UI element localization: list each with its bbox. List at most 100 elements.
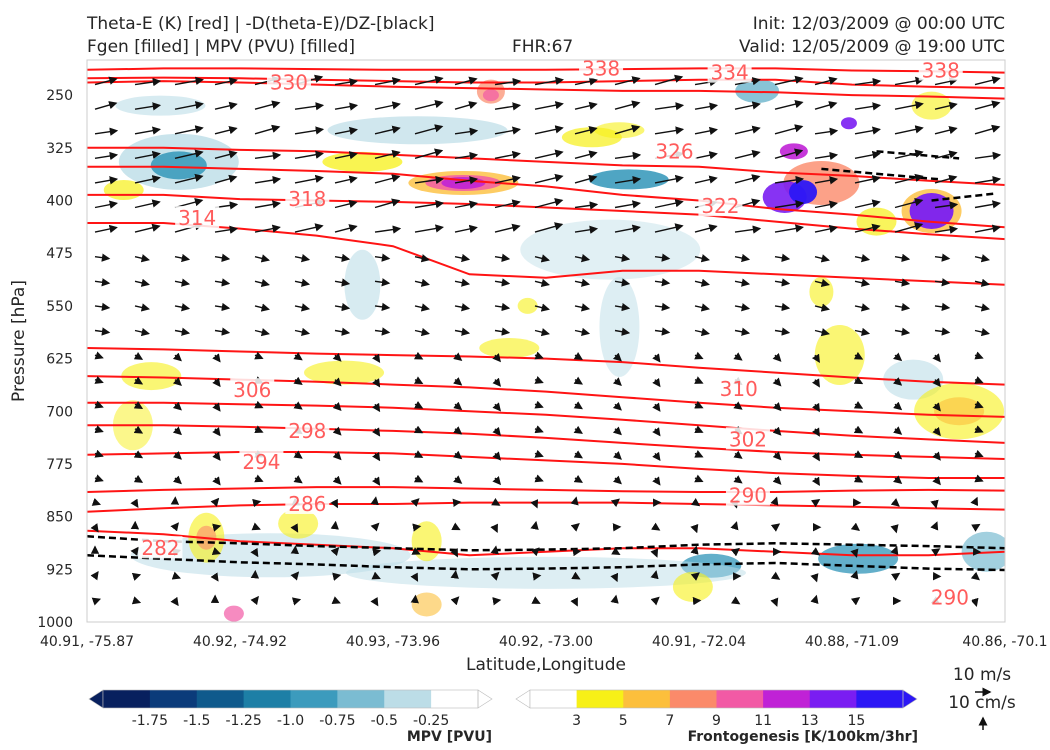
wind-vector [332, 352, 342, 362]
wind-vector [214, 150, 238, 159]
field-patch [599, 276, 640, 377]
colorbar-tick-label: -0.75 [319, 713, 355, 729]
wind-vector [212, 402, 221, 412]
wind-vector [212, 476, 221, 486]
wind-vector [774, 148, 804, 159]
field-patch [411, 592, 442, 617]
wind-vector [334, 253, 351, 263]
field-patch [789, 180, 818, 205]
wind-vector [573, 352, 583, 361]
wind-vector [733, 352, 743, 361]
theta-e-label: 322 [701, 194, 739, 218]
fgen-colorbar: 3 5 7 9 11 13 15 [515, 689, 918, 729]
wind-vector [454, 151, 479, 161]
wind-vector [932, 426, 941, 437]
wind-vector [574, 278, 591, 287]
wind-vector [413, 450, 424, 458]
wind-vector [332, 451, 342, 461]
wind-vector [414, 254, 430, 263]
wind-vector [970, 597, 979, 608]
wind-vector [534, 303, 550, 312]
wind-vector [291, 597, 302, 606]
wind-vector [853, 425, 864, 434]
wind-vector [574, 101, 598, 110]
wind-vector [294, 174, 324, 184]
wind-vector [410, 572, 419, 582]
wind-vector [454, 327, 471, 336]
wind-vector [572, 547, 582, 557]
wind-vector [974, 151, 1002, 161]
wind-vector [893, 377, 903, 386]
theta-e-label: 290 [931, 585, 969, 609]
wind-vector [371, 571, 381, 580]
wind-vector [814, 76, 838, 86]
wind-vector [893, 426, 903, 435]
wind-vector [293, 450, 303, 459]
wind-vector [94, 302, 111, 312]
wind-vector [254, 425, 264, 434]
wind-vector [893, 352, 903, 362]
colorbar-tick-label: 9 [712, 713, 721, 729]
wind-vector [293, 352, 303, 361]
wind-vector [133, 401, 144, 410]
wind-vector [890, 545, 899, 556]
wind-vector [94, 327, 111, 336]
wind-vector [810, 594, 819, 604]
wind-vector [134, 254, 150, 263]
wind-vector [894, 76, 924, 86]
colorbar-swatch [290, 690, 338, 708]
colorbar-tick-label: -1.0 [277, 713, 304, 729]
wind-vector [174, 253, 191, 263]
wind-vector [734, 253, 751, 263]
wind-vector [370, 496, 379, 506]
y-tick-label: 475 [46, 246, 73, 262]
wind-vector [494, 278, 511, 287]
wind-vector [772, 402, 782, 412]
wind-vector [490, 523, 498, 533]
colorbar-swatch [669, 690, 717, 708]
colorbar-tick-label: 5 [619, 713, 628, 729]
wind-vector [374, 225, 402, 234]
wind-vector [374, 278, 391, 287]
wind-vector [214, 278, 231, 287]
wind-vector [974, 200, 1001, 209]
wind-vector [814, 278, 830, 288]
wind-vector [650, 548, 659, 558]
wind-vector [172, 377, 182, 386]
title-center: FHR:67 [512, 37, 574, 57]
title-left-line2: Fgen [filled] | MPV (PVU) [filled] [87, 37, 356, 57]
wind-vector [814, 224, 838, 234]
wind-vector [374, 253, 391, 262]
wind-vector [212, 377, 221, 388]
wind-vector [290, 523, 299, 533]
wind-vector [94, 278, 111, 287]
wind-vector [853, 351, 864, 360]
wind-vector [774, 253, 791, 262]
colorbar-tick-label: 11 [754, 713, 772, 729]
wind-vector [770, 571, 781, 580]
wind-vector [574, 150, 598, 159]
wind-vector [774, 327, 791, 336]
wind-vector [930, 521, 939, 531]
field-patch [883, 359, 944, 400]
wind-vector [974, 254, 990, 263]
wind-vector [934, 126, 958, 135]
theta-e-label: 302 [729, 427, 767, 451]
title-left-line1: Theta-E (K) [red] | -D(theta-E)/DZ-[blac… [87, 14, 435, 34]
wind-vector [610, 572, 619, 583]
field-patch [346, 556, 746, 589]
wind-vector [534, 328, 550, 337]
wind-vector [414, 224, 444, 233]
wind-vector [414, 100, 444, 110]
field-patch [961, 531, 1005, 572]
colorbar-extend-right [477, 689, 493, 709]
wind-vector [534, 198, 564, 209]
wind-vector [454, 176, 479, 185]
wind-vector [614, 175, 642, 185]
wind-vector [374, 77, 401, 86]
y-tick-label: 925 [46, 562, 73, 578]
wind-vector [453, 401, 463, 411]
wind-vector [534, 101, 564, 110]
wind-vector [450, 570, 459, 579]
wind-vector [731, 596, 741, 605]
